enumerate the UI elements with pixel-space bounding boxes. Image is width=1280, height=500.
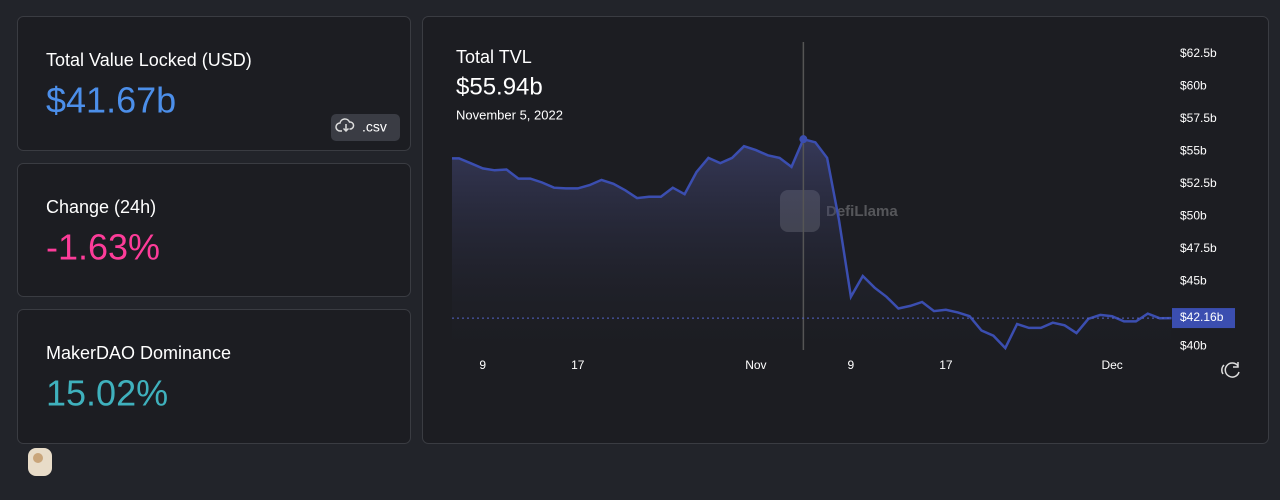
hover-value: $55.94b <box>456 73 543 100</box>
llama-icon <box>28 448 52 476</box>
x-tick-label: 9 <box>479 358 486 372</box>
stat-card <box>17 163 411 297</box>
chart-title: Total TVL <box>456 47 532 67</box>
y-tick-label: $52.5b <box>1180 176 1217 190</box>
x-tick-label: 17 <box>571 358 585 372</box>
refresh-icon[interactable] <box>1221 362 1240 378</box>
stat-card <box>17 309 411 444</box>
current-value-label: $42.16b <box>1180 310 1224 324</box>
y-tick-label: $62.5b <box>1180 46 1217 60</box>
watermark-text: DefiLlama <box>826 203 898 220</box>
stat-label: Total Value Locked (USD) <box>46 50 252 70</box>
stat-card <box>17 16 411 151</box>
current-value-badge <box>1172 308 1235 329</box>
x-tick-label: 17 <box>939 358 953 372</box>
y-tick-label: $47.5b <box>1180 241 1217 255</box>
area <box>452 139 1172 350</box>
line <box>452 137 1172 351</box>
y-tick-label: $55b <box>1180 144 1207 158</box>
stat-value: -1.63% <box>46 227 160 268</box>
stat-label: Change (24h) <box>46 197 156 217</box>
x-tick-label: 9 <box>848 358 855 372</box>
stat-label: MakerDAO Dominance <box>46 343 231 363</box>
hover-dot <box>799 135 808 144</box>
y-tick-label: $50b <box>1180 208 1207 222</box>
y-tick-label: $45b <box>1180 273 1207 287</box>
y-tick-label: $60b <box>1180 79 1207 93</box>
llama-head <box>33 453 43 463</box>
x-tick-label: Nov <box>745 358 766 372</box>
x-tick-label: Dec <box>1101 358 1122 372</box>
y-tick-label: $57.5b <box>1180 111 1217 125</box>
y-tick-label: $40b <box>1180 338 1207 352</box>
csv-label[interactable]: .csv <box>362 119 387 135</box>
stat-value: $41.67b <box>46 80 176 121</box>
csv-button[interactable]: .csv <box>331 114 400 141</box>
hover-date: November 5, 2022 <box>456 107 563 122</box>
download-icon[interactable] <box>335 118 355 133</box>
stat-value: 15.02% <box>46 373 168 414</box>
